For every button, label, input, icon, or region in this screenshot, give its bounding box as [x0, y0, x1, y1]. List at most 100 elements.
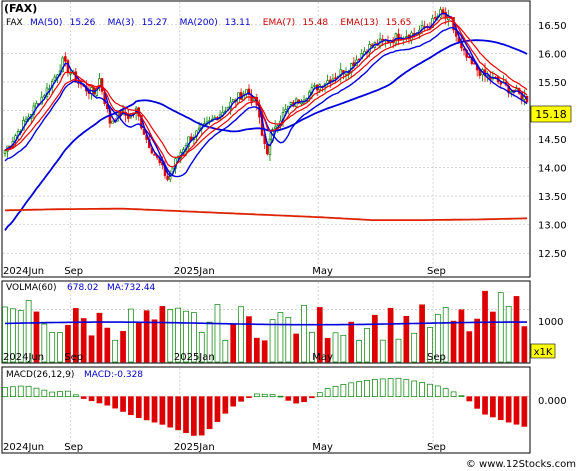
volume-bar: [198, 332, 205, 363]
macd-bar: [324, 388, 331, 398]
volume-bar: [332, 332, 339, 363]
x-label: Sep: [427, 352, 446, 363]
macd-bar: [183, 396, 189, 433]
macd-bar: [112, 396, 119, 409]
candle-body: [289, 101, 293, 105]
volume-bar: [143, 310, 150, 363]
x-label: 2024Jun: [3, 266, 44, 277]
indicator-name-2: MA(200): [180, 18, 218, 28]
volume-bar: [80, 318, 87, 363]
ma200-line: [4, 207, 528, 221]
volume-bar: [497, 292, 504, 363]
volume-bar: [183, 310, 189, 363]
candle-body: [197, 127, 201, 131]
volume-bar: [450, 320, 457, 363]
macd-bar: [159, 396, 166, 425]
price-x-labels: 2024Jun Sep 2025Jan May Sep: [3, 266, 446, 277]
macd-bar: [301, 396, 307, 403]
volume-bar: [419, 304, 425, 363]
volma-title: VOLMA(60): [6, 283, 57, 293]
candle-body: [53, 76, 57, 81]
macd-bar: [277, 395, 284, 398]
ma3-line: [4, 12, 528, 178]
volume-y-tick-1000: 1000: [538, 317, 563, 328]
volume-bar: [348, 321, 355, 363]
ma50-line: [4, 39, 528, 231]
volume-bar: [175, 307, 181, 363]
y-tick-label: 14.00: [538, 164, 567, 175]
candle-body: [334, 77, 337, 80]
volume-bar: [222, 340, 229, 363]
macd-bar: [10, 386, 16, 398]
y-tick-label: 13.50: [538, 192, 567, 203]
volma-value: 678.02: [67, 283, 99, 293]
macd-bar: [120, 396, 126, 412]
macd-bar: [65, 390, 71, 398]
volume-bar: [88, 335, 95, 363]
y-tick-label: 16.00: [538, 49, 567, 60]
macd-bar: [316, 392, 323, 398]
macd-bar: [450, 391, 457, 398]
candle-body: [509, 91, 513, 94]
volume-bar: [505, 305, 512, 363]
volume-bar: [33, 311, 40, 363]
ema7-line: [4, 16, 528, 168]
volume-bar: [57, 332, 63, 363]
candle-body: [381, 38, 384, 41]
volume-bar: [246, 316, 252, 363]
volume-bar: [293, 333, 300, 363]
macd-bar: [474, 396, 481, 409]
candle-body: [61, 57, 64, 72]
y-tick-label: 13.00: [538, 221, 567, 232]
macd-bar: [403, 379, 410, 398]
x-label: Sep: [64, 442, 83, 453]
indicator-value-4: 15.65: [386, 18, 412, 28]
volume-bar: [214, 304, 221, 363]
volume-bar: [316, 307, 323, 363]
macd-bar: [175, 396, 181, 431]
macd-bar: [41, 389, 48, 398]
volume-bar: [434, 313, 441, 363]
macd-bar: [442, 388, 449, 398]
candle-body: [326, 80, 329, 84]
macd-bar: [466, 396, 473, 402]
volume-bar: [261, 340, 268, 363]
volume-bar: [65, 324, 71, 363]
x-label: 2025Jan: [174, 266, 215, 277]
candle-body: [247, 88, 251, 95]
volume-bar: [253, 337, 260, 363]
candle-body: [525, 95, 529, 103]
macd-bar: [230, 396, 237, 407]
macd-bar: [222, 396, 229, 414]
macd-bar: [364, 380, 370, 398]
volume-bar: [151, 319, 158, 363]
macd-bar: [128, 396, 134, 416]
macd-value: MACD:-0.328: [84, 370, 143, 380]
macd-bar: [80, 396, 87, 399]
candle-body: [142, 128, 146, 135]
candle-body: [231, 98, 235, 102]
volume-bar: [230, 323, 237, 363]
macd-bar: [348, 382, 355, 398]
macd-bar: [72, 394, 79, 398]
volume-bars: [2, 290, 528, 363]
volume-bar: [340, 334, 347, 363]
macd-panel-frame: [1, 366, 531, 454]
y-tick-label: 16.50: [538, 21, 567, 32]
volume-bar: [364, 328, 370, 363]
volume-bar: [238, 306, 244, 363]
volume-bar: [191, 312, 197, 363]
volume-bar: [458, 309, 465, 363]
macd-bar: [246, 396, 252, 398]
volume-bar: [427, 327, 433, 363]
macd-bar: [143, 396, 150, 421]
x-label: 2024Jun: [3, 442, 44, 453]
candle-body: [111, 120, 114, 124]
macd-bar: [285, 396, 292, 401]
volume-bar: [17, 310, 24, 363]
volume-bar: [356, 340, 362, 363]
volume-bar: [25, 300, 32, 363]
indicator-value-1: 15.27: [142, 18, 168, 28]
macd-bar: [372, 379, 378, 398]
